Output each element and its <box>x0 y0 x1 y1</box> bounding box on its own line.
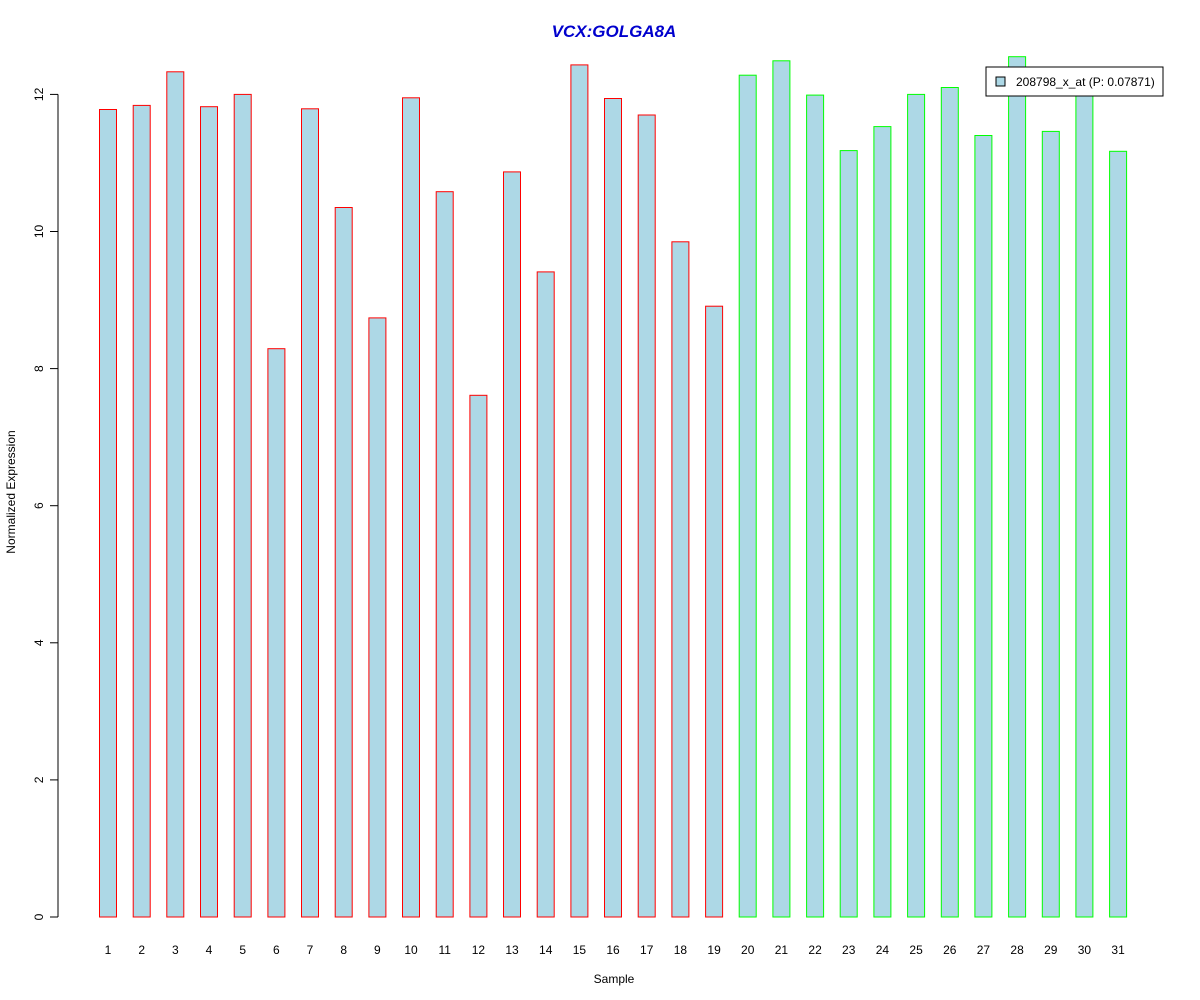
x-tick-label-3: 3 <box>172 943 179 957</box>
x-tick-label-26: 26 <box>943 943 957 957</box>
bar-sample-22 <box>806 94 825 918</box>
y-tick-label: 10 <box>32 225 46 239</box>
bar-sample-3 <box>166 71 185 918</box>
x-tick-label-18: 18 <box>674 943 688 957</box>
bar-sample-2 <box>132 104 151 918</box>
bar-sample-10 <box>402 97 420 918</box>
bar-sample-30 <box>1075 90 1094 918</box>
bar-sample-23 <box>839 150 858 918</box>
x-tick-label-10: 10 <box>404 943 418 957</box>
x-tick-label-8: 8 <box>340 943 347 957</box>
x-tick-label-21: 21 <box>775 943 789 957</box>
bar-sample-1 <box>99 109 117 918</box>
bar-sample-9 <box>368 317 387 918</box>
bar-sample-26 <box>940 87 959 918</box>
bar-sample-4 <box>200 106 218 918</box>
x-tick-label-19: 19 <box>707 943 721 957</box>
bar-sample-11 <box>435 191 454 918</box>
bar-sample-27 <box>974 135 993 918</box>
bar-sample-15 <box>570 64 589 918</box>
y-tick-label: 8 <box>32 365 46 372</box>
bar-sample-25 <box>907 93 926 918</box>
x-tick-label-29: 29 <box>1044 943 1058 957</box>
x-axis-label: Sample <box>594 972 635 986</box>
bar-sample-13 <box>503 171 521 918</box>
legend: 208798_x_at (P: 0.07871) <box>985 66 1164 97</box>
x-tick-label-27: 27 <box>977 943 991 957</box>
x-tick-label-6: 6 <box>273 943 280 957</box>
x-tick-label-24: 24 <box>876 943 890 957</box>
y-tick-label: 4 <box>32 639 46 646</box>
x-tick-label-11: 11 <box>438 943 451 957</box>
bar-sample-14 <box>536 271 555 918</box>
x-tick-label-12: 12 <box>472 943 486 957</box>
x-tick-label-23: 23 <box>842 943 856 957</box>
x-tick-label-16: 16 <box>606 943 620 957</box>
y-tick-label: 2 <box>32 776 46 783</box>
x-tick-label-1: 1 <box>105 943 112 957</box>
y-tick-label: 12 <box>32 87 46 101</box>
bar-sample-18 <box>671 241 690 918</box>
x-tick-label-22: 22 <box>808 943 822 957</box>
x-tick-label-2: 2 <box>138 943 145 957</box>
bar-sample-29 <box>1041 130 1060 918</box>
x-tick-label-20: 20 <box>741 943 755 957</box>
legend-box <box>985 66 1164 97</box>
x-tick-label-30: 30 <box>1078 943 1092 957</box>
x-tick-label-31: 31 <box>1111 943 1125 957</box>
x-tick-label-28: 28 <box>1010 943 1024 957</box>
x-tick-label-9: 9 <box>374 943 381 957</box>
bar-sample-16 <box>604 98 622 918</box>
bar-sample-5 <box>233 93 252 918</box>
x-tick-label-13: 13 <box>505 943 519 957</box>
bar-sample-12 <box>469 394 488 918</box>
x-tick-label-14: 14 <box>539 943 553 957</box>
legend-swatch <box>995 76 1006 87</box>
x-tick-label-4: 4 <box>206 943 213 957</box>
bar-sample-31 <box>1109 150 1128 918</box>
x-tick-label-15: 15 <box>573 943 587 957</box>
bar-sample-7 <box>301 108 319 918</box>
y-axis: 0 2 4 6 8 10 12 <box>32 87 59 920</box>
bar-sample-19 <box>705 305 724 918</box>
bar-sample-8 <box>334 207 353 918</box>
bar-series <box>99 56 1128 918</box>
chart-title: VCX:GOLGA8A <box>552 22 677 41</box>
x-tick-label-25: 25 <box>909 943 923 957</box>
x-tick-label-17: 17 <box>640 943 654 957</box>
x-tick-label-5: 5 <box>239 943 246 957</box>
x-tick-labels: 1 2 3 4 5 6 7 8 9 10 11 12 13 14 15 16 17 18 19 20 21 22 23 24 2… <box>105 943 1125 957</box>
y-axis-label: Normalized Expression <box>4 430 18 553</box>
bar-sample-20 <box>738 74 757 918</box>
y-tick-label: 0 <box>32 913 46 920</box>
bar-sample-28 <box>1008 56 1027 918</box>
bar-sample-6 <box>267 348 286 918</box>
legend-label: 208798_x_at (P: 0.07871) <box>1016 75 1155 89</box>
x-tick-label-7: 7 <box>307 943 314 957</box>
y-tick-label: 6 <box>32 502 46 509</box>
bar-sample-17 <box>637 114 656 918</box>
bar-sample-24 <box>873 126 892 918</box>
bar-sample-21 <box>772 60 791 918</box>
